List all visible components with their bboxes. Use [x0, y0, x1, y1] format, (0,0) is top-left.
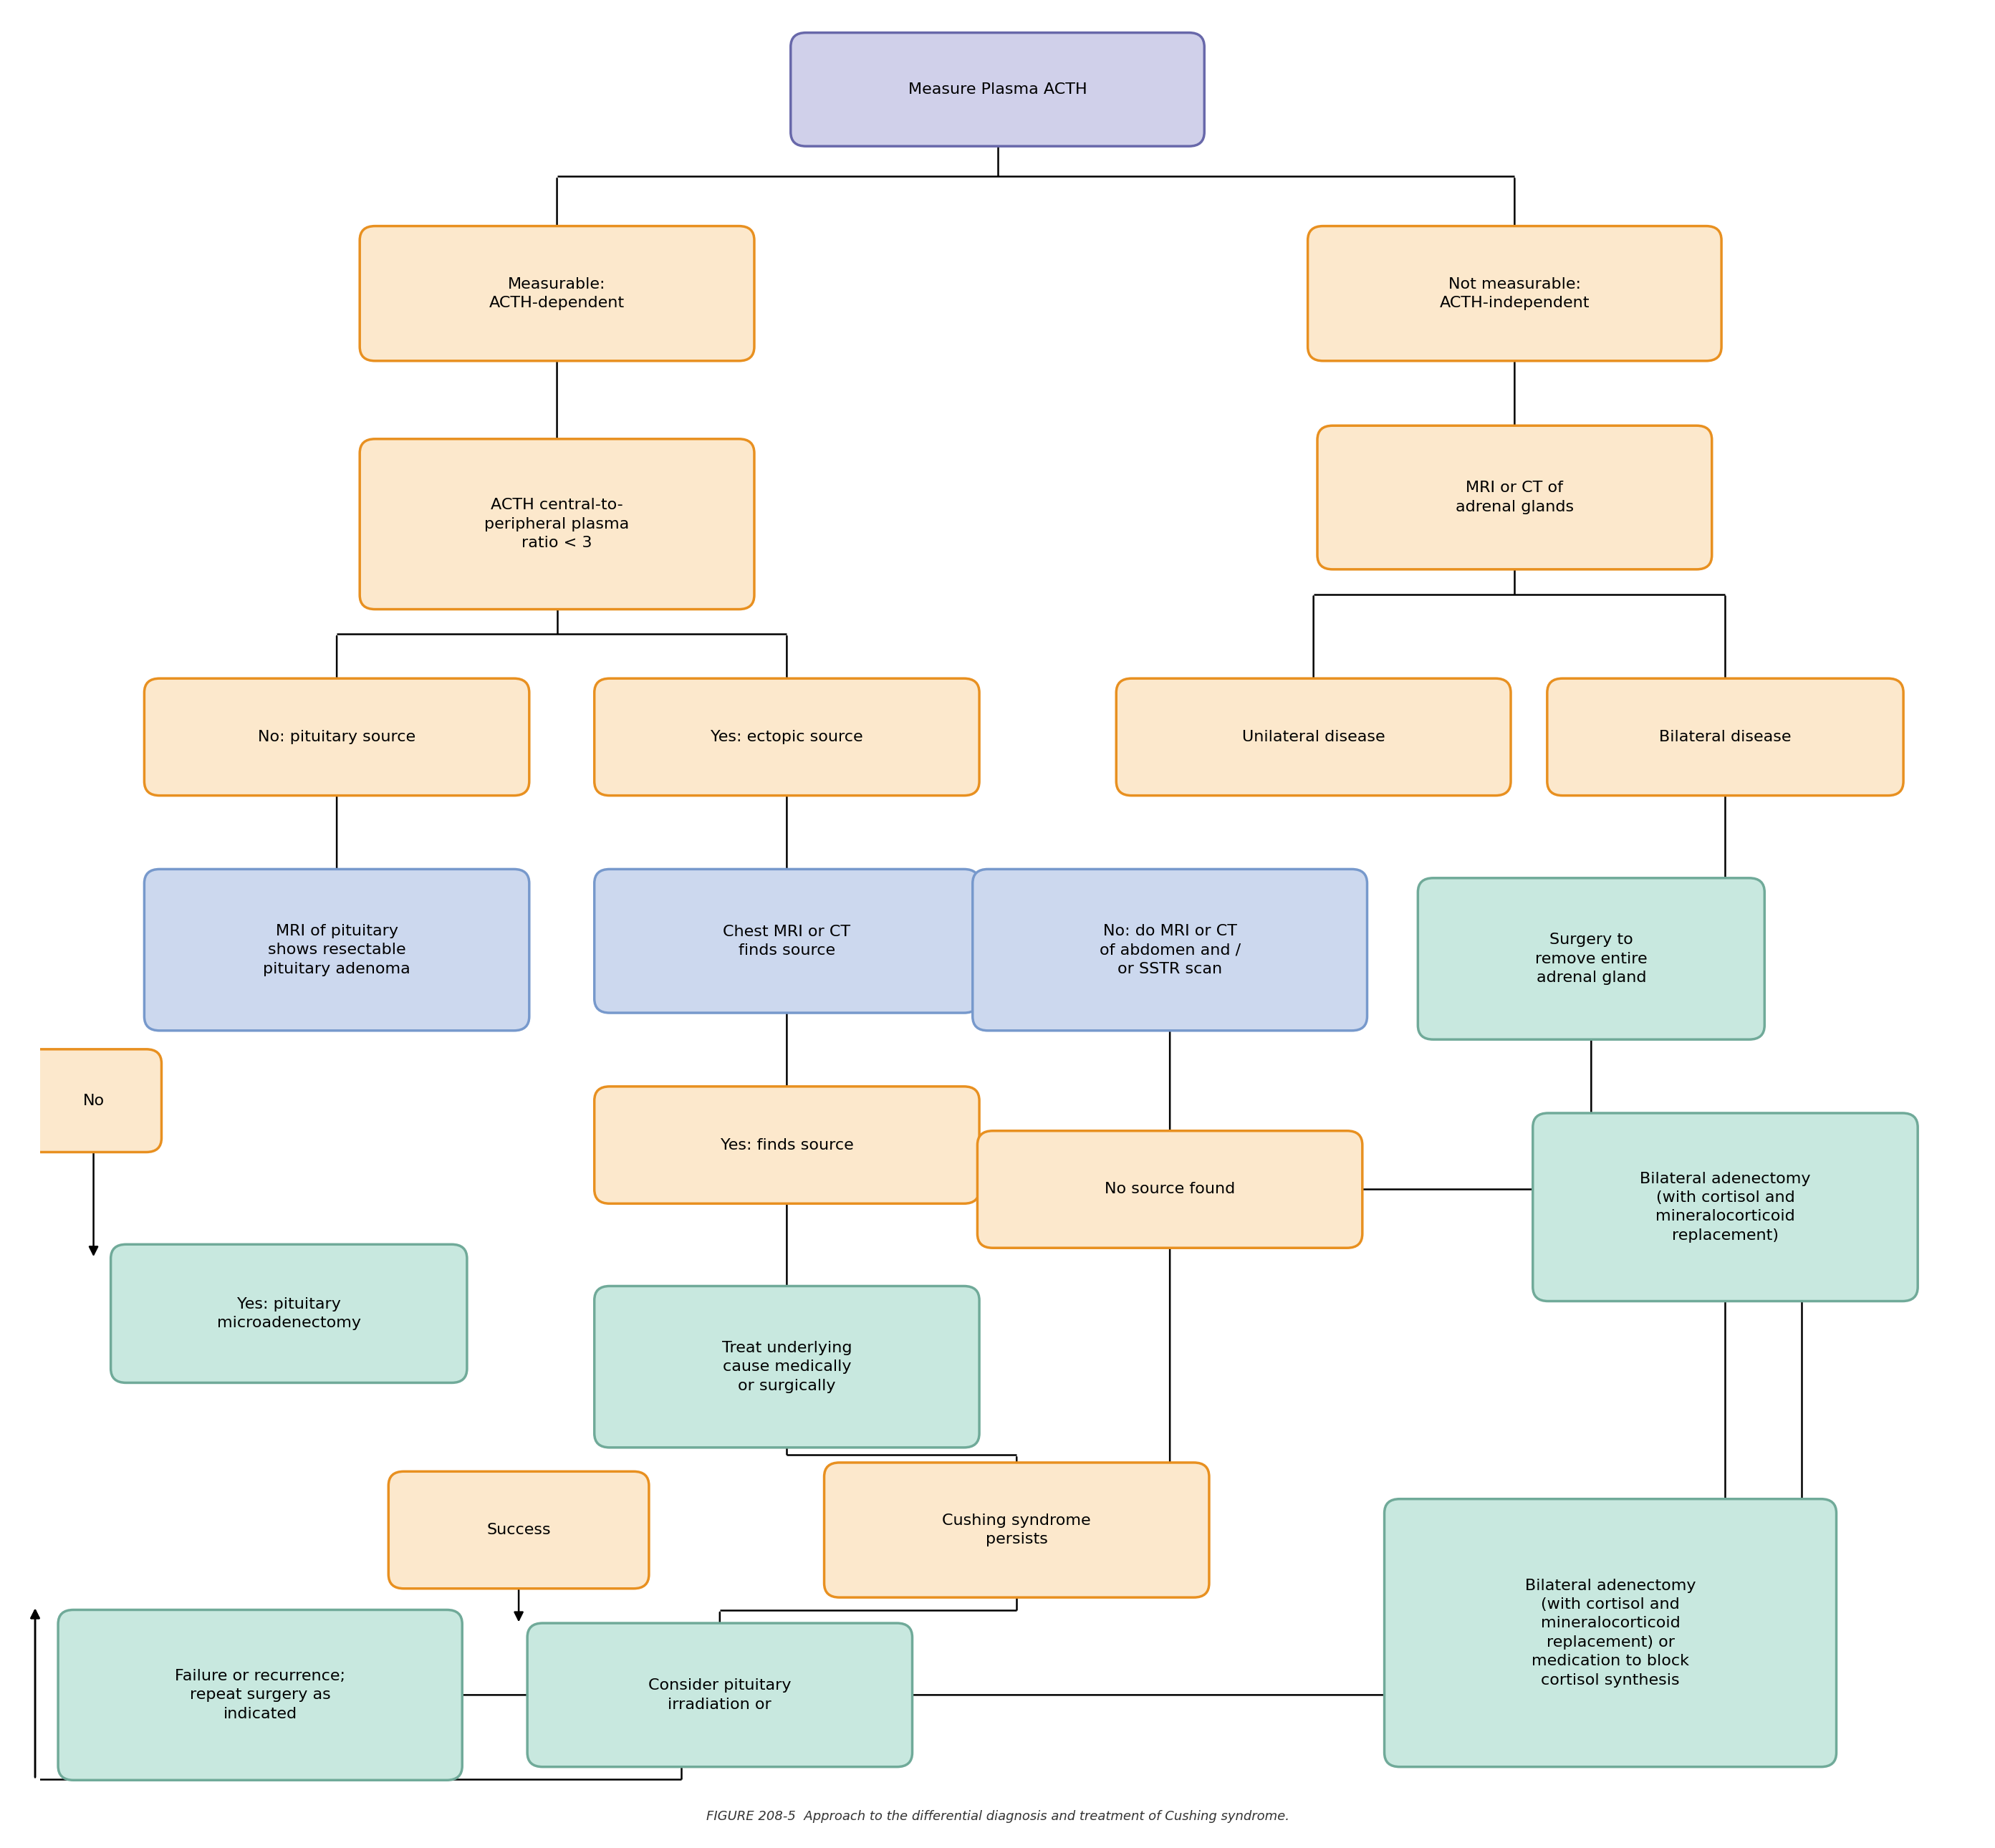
Text: Cushing syndrome
persists: Cushing syndrome persists	[942, 1514, 1091, 1547]
Text: Consider pituitary
irradiation or: Consider pituitary irradiation or	[648, 1678, 792, 1711]
Text: Success: Success	[487, 1523, 551, 1538]
Text: Unilateral disease: Unilateral disease	[1243, 730, 1385, 745]
FancyBboxPatch shape	[595, 678, 980, 795]
FancyBboxPatch shape	[1548, 678, 1903, 795]
Text: MRI of pituitary
shows resectable
pituitary adenoma: MRI of pituitary shows resectable pituit…	[263, 924, 411, 976]
FancyBboxPatch shape	[359, 225, 754, 360]
Text: Yes: ectopic source: Yes: ectopic source	[710, 730, 864, 745]
Text: ACTH central-to-
peripheral plasma
ratio < 3: ACTH central-to- peripheral plasma ratio…	[485, 497, 630, 551]
FancyBboxPatch shape	[1385, 1499, 1835, 1767]
Text: Surgery to
remove entire
adrenal gland: Surgery to remove entire adrenal gland	[1534, 933, 1648, 985]
FancyBboxPatch shape	[974, 869, 1367, 1031]
FancyBboxPatch shape	[527, 1623, 912, 1767]
Text: Bilateral disease: Bilateral disease	[1660, 730, 1792, 745]
Text: Treat underlying
cause medically
or surgically: Treat underlying cause medically or surg…	[722, 1340, 852, 1393]
Text: Not measurable:
ACTH-independent: Not measurable: ACTH-independent	[1440, 277, 1590, 310]
FancyBboxPatch shape	[1117, 678, 1510, 795]
Text: Bilateral adenectomy
(with cortisol and
mineralocorticoid
replacement) or
medica: Bilateral adenectomy (with cortisol and …	[1524, 1578, 1696, 1687]
Text: FIGURE 208-5  Approach to the differential diagnosis and treatment of Cushing sy: FIGURE 208-5 Approach to the differentia…	[706, 1811, 1289, 1824]
FancyBboxPatch shape	[1317, 425, 1712, 569]
FancyBboxPatch shape	[1418, 878, 1764, 1039]
Text: Chest MRI or CT
finds source: Chest MRI or CT finds source	[722, 924, 850, 957]
FancyBboxPatch shape	[1532, 1112, 1917, 1301]
FancyBboxPatch shape	[26, 1050, 162, 1151]
FancyBboxPatch shape	[1309, 225, 1722, 360]
FancyBboxPatch shape	[978, 1131, 1363, 1247]
FancyBboxPatch shape	[595, 1087, 980, 1203]
FancyBboxPatch shape	[359, 440, 754, 610]
FancyBboxPatch shape	[58, 1610, 463, 1780]
FancyBboxPatch shape	[595, 1286, 980, 1447]
Text: Bilateral adenectomy
(with cortisol and
mineralocorticoid
replacement): Bilateral adenectomy (with cortisol and …	[1640, 1172, 1811, 1242]
FancyBboxPatch shape	[144, 678, 529, 795]
FancyBboxPatch shape	[595, 869, 980, 1013]
Text: MRI or CT of
adrenal glands: MRI or CT of adrenal glands	[1456, 480, 1574, 514]
FancyBboxPatch shape	[824, 1462, 1209, 1597]
Text: Failure or recurrence;
repeat surgery as
indicated: Failure or recurrence; repeat surgery as…	[176, 1669, 345, 1720]
Text: No source found: No source found	[1105, 1183, 1235, 1196]
Text: No: pituitary source: No: pituitary source	[257, 730, 415, 745]
Text: Yes: pituitary
microadenectomy: Yes: pituitary microadenectomy	[217, 1297, 361, 1331]
FancyBboxPatch shape	[112, 1244, 467, 1382]
FancyBboxPatch shape	[790, 33, 1205, 146]
FancyBboxPatch shape	[144, 869, 529, 1031]
Text: Yes: finds source: Yes: finds source	[720, 1138, 854, 1151]
Text: Measurable:
ACTH-dependent: Measurable: ACTH-dependent	[489, 277, 624, 310]
FancyBboxPatch shape	[389, 1471, 648, 1589]
Text: Measure Plasma ACTH: Measure Plasma ACTH	[908, 83, 1087, 96]
Text: No: do MRI or CT
of abdomen and /
or SSTR scan: No: do MRI or CT of abdomen and / or SST…	[1099, 924, 1241, 976]
Text: No: No	[82, 1094, 104, 1107]
